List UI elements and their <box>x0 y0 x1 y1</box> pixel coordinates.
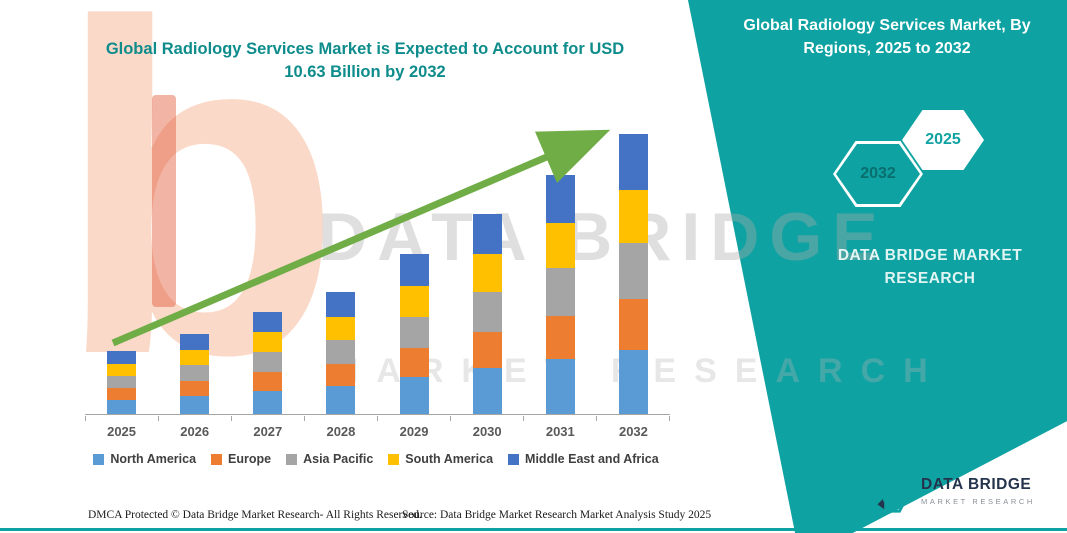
bar-segment-south-america <box>472 253 502 292</box>
bar-segment-south-america <box>180 349 210 366</box>
bar-segment-north-america <box>326 386 356 414</box>
legend-item: Asia Pacific <box>286 452 373 466</box>
bar-segment-asia-pacific <box>253 351 283 373</box>
legend-label: North America <box>110 452 197 466</box>
bar-segment-middle-east-and-africa <box>472 214 502 254</box>
x-axis-label: 2032 <box>618 424 648 439</box>
axis-tick <box>85 416 86 421</box>
x-axis-label: 2025 <box>107 424 137 439</box>
bar-segment-north-america <box>472 367 502 414</box>
legend-swatch <box>286 453 298 465</box>
footer-source-text: Source: Data Bridge Market Research Mark… <box>402 509 712 521</box>
bar-segment-asia-pacific <box>472 291 502 332</box>
x-axis-ticks <box>85 416 670 421</box>
x-axis-labels: 2025 2026 2027 2028 2029 2030 2031 2032 <box>85 424 670 439</box>
stacked-bar-2030 <box>472 214 502 414</box>
legend-item: Europe <box>211 452 271 466</box>
legend-swatch <box>508 453 520 465</box>
x-axis-label: 2030 <box>472 424 502 439</box>
bar-segment-middle-east-and-africa <box>618 134 648 190</box>
bar-segment-south-america <box>326 316 356 340</box>
legend-item: South America <box>388 452 493 466</box>
axis-tick <box>450 416 451 421</box>
legend-item: Middle East and Africa <box>508 452 659 466</box>
bottom-teal-line <box>0 528 1067 531</box>
bar-segment-middle-east-and-africa <box>180 333 210 350</box>
bar-segment-middle-east-and-africa <box>545 175 575 224</box>
axis-tick <box>158 416 159 421</box>
stacked-bar-2025 <box>107 351 137 414</box>
axis-tick <box>304 416 305 421</box>
x-axis-label: 2029 <box>399 424 429 439</box>
bar-segment-asia-pacific <box>545 268 575 317</box>
axis-tick <box>523 416 524 421</box>
x-axis-label: 2027 <box>253 424 283 439</box>
bar-segment-europe <box>107 388 137 400</box>
legend-label: South America <box>405 452 494 466</box>
bar-segment-north-america <box>253 390 283 414</box>
legend-swatch <box>211 453 223 465</box>
chart-title: Global Radiology Services Market is Expe… <box>105 40 625 82</box>
bar-segment-europe <box>253 372 283 391</box>
bar-segment-south-america <box>107 363 137 376</box>
stacked-bar-2028 <box>326 292 356 414</box>
logo-name: DATA BRIDGE <box>921 476 1032 493</box>
bar-plot <box>85 95 670 415</box>
stacked-bar-2029 <box>399 254 429 414</box>
stacked-bar-2031 <box>545 175 575 414</box>
svg-text:b: b <box>881 477 899 509</box>
legend-swatch <box>93 453 105 465</box>
bar-segment-europe <box>399 348 429 378</box>
bar-segment-north-america <box>399 377 429 414</box>
bar-segment-asia-pacific <box>618 243 648 300</box>
logo-tagline: MARKET RESEARCH <box>921 497 1035 506</box>
bar-segment-south-america <box>618 189 648 244</box>
bar-segment-europe <box>545 316 575 359</box>
bar-segment-north-america <box>180 395 210 414</box>
bar-segment-asia-pacific <box>326 339 356 365</box>
bar-segment-south-america <box>545 223 575 269</box>
bar-segment-europe <box>326 364 356 387</box>
axis-tick <box>377 416 378 421</box>
x-axis-label: 2031 <box>545 424 575 439</box>
axis-tick <box>231 416 232 421</box>
bar-segment-europe <box>618 299 648 350</box>
axis-tick <box>669 416 670 421</box>
bar-segment-middle-east-and-africa <box>399 254 429 287</box>
bar-segment-south-america <box>399 286 429 317</box>
trend-arrow-line <box>111 129 611 347</box>
bar-segment-north-america <box>107 399 137 414</box>
legend-label: Asia Pacific <box>303 452 374 466</box>
footer-dmca-text: DMCA Protected © Data Bridge Market Rese… <box>88 509 422 521</box>
stacked-bar-2027 <box>253 312 283 414</box>
stacked-bar-2032 <box>618 134 648 414</box>
legend: North America Europe Asia Pacific South Ame… <box>70 452 682 466</box>
databridge-logo-watermark-stem <box>152 95 176 307</box>
databridge-logo: b DATA BRIDGE MARKET RESEARCH <box>866 468 1035 514</box>
legend-item: North America <box>93 452 196 466</box>
x-axis-label: 2028 <box>326 424 356 439</box>
bar-segment-north-america <box>618 349 648 414</box>
bar-segment-asia-pacific <box>180 365 210 382</box>
trend-arrow <box>111 129 611 347</box>
bar-segment-middle-east-and-africa <box>107 351 137 364</box>
axis-tick <box>596 416 597 421</box>
x-axis-label: 2026 <box>180 424 210 439</box>
databridge-logo-textblock: DATA BRIDGE MARKET RESEARCH <box>921 476 1035 506</box>
bar-segment-south-america <box>253 332 283 352</box>
stacked-bar-2026 <box>180 333 210 414</box>
legend-swatch <box>388 453 400 465</box>
bar-segment-middle-east-and-africa <box>326 292 356 317</box>
legend-label: Middle East and Africa <box>525 452 659 466</box>
bar-segment-middle-east-and-africa <box>253 312 283 333</box>
bar-segment-asia-pacific <box>107 375 137 389</box>
legend-label: Europe <box>228 452 272 466</box>
bar-segment-europe <box>180 381 210 396</box>
bar-segment-europe <box>472 331 502 368</box>
bar-segment-asia-pacific <box>399 316 429 349</box>
bar-segment-north-america <box>545 358 575 414</box>
databridge-logo-icon: b <box>866 469 912 513</box>
